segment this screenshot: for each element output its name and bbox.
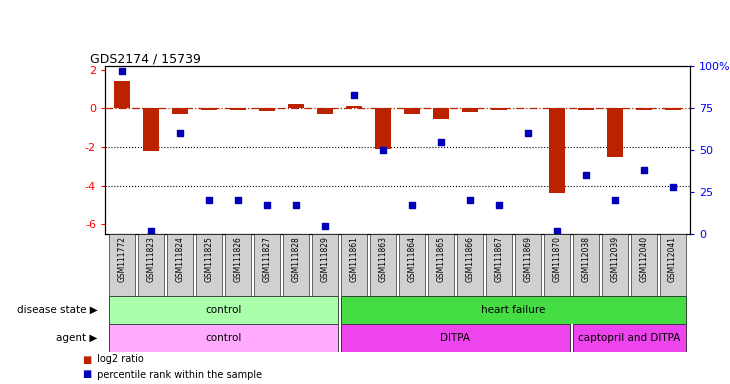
Text: GSM111870: GSM111870 [553, 236, 561, 282]
Bar [399, 234, 425, 296]
Bar [341, 234, 367, 296]
Bar [457, 234, 483, 296]
Bar [288, 104, 304, 109]
Text: GSM111824: GSM111824 [176, 236, 185, 282]
Text: ■: ■ [82, 354, 91, 364]
Bar [573, 324, 685, 352]
Point [638, 167, 650, 173]
Bar [631, 234, 657, 296]
Bar [370, 234, 396, 296]
Text: GSM111866: GSM111866 [466, 236, 474, 282]
Bar [660, 234, 685, 296]
Bar [196, 234, 223, 296]
Bar [491, 109, 507, 111]
Text: captopril and DITPA: captopril and DITPA [578, 333, 680, 343]
Point [464, 197, 476, 204]
Bar [172, 109, 188, 114]
Point [493, 202, 504, 209]
Point [406, 202, 418, 209]
Text: GSM111864: GSM111864 [407, 236, 417, 282]
Bar [201, 109, 218, 111]
Point [261, 202, 273, 209]
Bar [515, 234, 541, 296]
Bar [254, 234, 280, 296]
Text: GSM111863: GSM111863 [379, 236, 388, 282]
Text: GSM111826: GSM111826 [234, 236, 242, 282]
Text: GSM111772: GSM111772 [118, 236, 127, 282]
Bar [577, 109, 593, 111]
Point [348, 91, 360, 98]
Text: GSM111861: GSM111861 [350, 236, 358, 282]
Bar [607, 109, 623, 157]
Bar [433, 109, 449, 119]
Bar [664, 109, 680, 111]
Text: heart failure: heart failure [481, 305, 545, 315]
Bar [428, 234, 454, 296]
Point [145, 228, 157, 234]
Bar [312, 234, 338, 296]
Text: GDS2174 / 15739: GDS2174 / 15739 [91, 53, 201, 66]
Point [522, 130, 534, 136]
Bar [486, 234, 512, 296]
Bar [167, 234, 193, 296]
Text: GSM111827: GSM111827 [263, 236, 272, 282]
Bar [375, 109, 391, 149]
Text: GSM111865: GSM111865 [437, 236, 445, 282]
Text: control: control [206, 333, 242, 343]
Bar [544, 234, 570, 296]
Bar [549, 109, 565, 194]
Bar [520, 108, 536, 109]
Bar [110, 296, 338, 324]
Text: GSM111869: GSM111869 [523, 236, 532, 282]
Bar [225, 234, 251, 296]
Text: ■: ■ [82, 369, 91, 379]
Text: disease state ▶: disease state ▶ [17, 305, 98, 315]
Bar [404, 109, 420, 114]
Text: GSM111867: GSM111867 [494, 236, 504, 282]
Bar [259, 109, 275, 111]
Bar [283, 234, 310, 296]
Text: agent ▶: agent ▶ [56, 333, 98, 343]
Point [551, 228, 563, 234]
Bar [138, 234, 164, 296]
Text: GSM111828: GSM111828 [292, 236, 301, 281]
Point [174, 130, 186, 136]
Text: control: control [206, 305, 242, 315]
Bar [346, 106, 362, 109]
Point [204, 197, 215, 204]
Point [580, 172, 591, 178]
Point [291, 202, 302, 209]
Point [609, 197, 620, 204]
Text: GSM111829: GSM111829 [320, 236, 330, 282]
Bar [602, 234, 628, 296]
Text: percentile rank within the sample: percentile rank within the sample [94, 369, 262, 379]
Point [117, 68, 128, 74]
Bar [462, 109, 478, 113]
Bar [143, 109, 159, 151]
Text: GSM112041: GSM112041 [668, 236, 677, 282]
Point [666, 184, 678, 190]
Bar [341, 324, 570, 352]
Bar [341, 296, 685, 324]
Point [319, 223, 331, 229]
Text: GSM112038: GSM112038 [581, 236, 591, 282]
Text: GSM111825: GSM111825 [204, 236, 214, 282]
Bar [636, 109, 652, 111]
Text: GSM111823: GSM111823 [147, 236, 155, 282]
Bar [110, 324, 338, 352]
Text: log2 ratio: log2 ratio [94, 354, 144, 364]
Point [435, 139, 447, 145]
Bar [110, 234, 135, 296]
Point [232, 197, 244, 204]
Bar [317, 109, 333, 114]
Text: DITPA: DITPA [440, 333, 470, 343]
Text: GSM112039: GSM112039 [610, 236, 619, 282]
Text: GSM112040: GSM112040 [639, 236, 648, 282]
Bar [230, 109, 246, 111]
Bar [115, 81, 131, 109]
Bar [573, 234, 599, 296]
Point [377, 147, 389, 153]
